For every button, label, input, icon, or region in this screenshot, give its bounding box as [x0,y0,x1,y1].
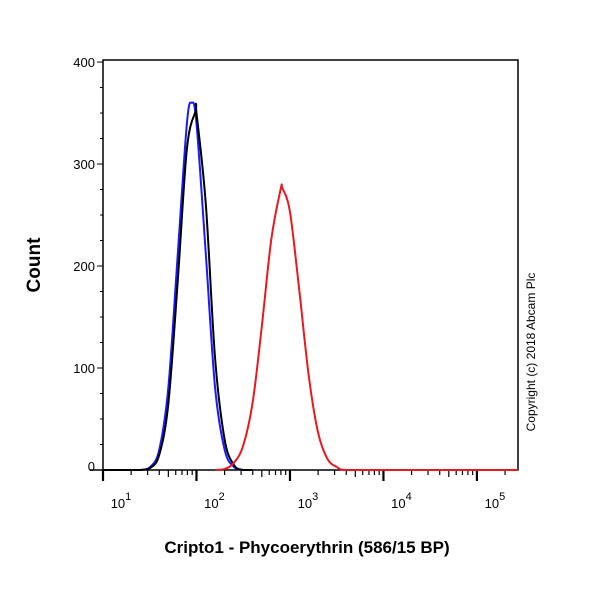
y-tick-label: 100 [73,361,95,376]
y-tick-label: 400 [73,55,95,70]
y-tick-label: 0 [88,459,95,474]
x-tick-label: 105 [485,491,506,511]
y-tick-label: 300 [73,157,95,172]
x-tick-label: 103 [298,491,319,511]
x-tick-base: 10 [204,496,218,511]
x-tick-label: 104 [391,491,412,511]
copyright-annotation: Copyright (c) 2018 Abcam Plc [524,273,538,432]
histogram-series-1 [103,102,253,471]
y-axis-label: Count [24,237,45,293]
x-tick-exponent: 4 [406,491,412,503]
x-tick-exponent: 2 [219,491,225,503]
x-tick-base: 10 [111,496,125,511]
y-tick-label: 200 [73,259,95,274]
histogram-series-2 [214,183,518,472]
x-tick-exponent: 1 [125,491,131,503]
x-tick-base: 10 [485,496,499,511]
x-tick-base: 10 [391,496,405,511]
plot-frame [102,59,519,471]
x-tick-exponent: 5 [499,491,505,503]
x-tick-base: 10 [298,496,312,511]
x-tick-label: 102 [204,491,225,511]
x-tick-exponent: 3 [312,491,318,503]
x-tick-label: 101 [111,491,132,511]
series-group [103,101,518,472]
x-axis-label: Cripto1 - Phycoerythrin (586/15 BP) [164,538,449,557]
